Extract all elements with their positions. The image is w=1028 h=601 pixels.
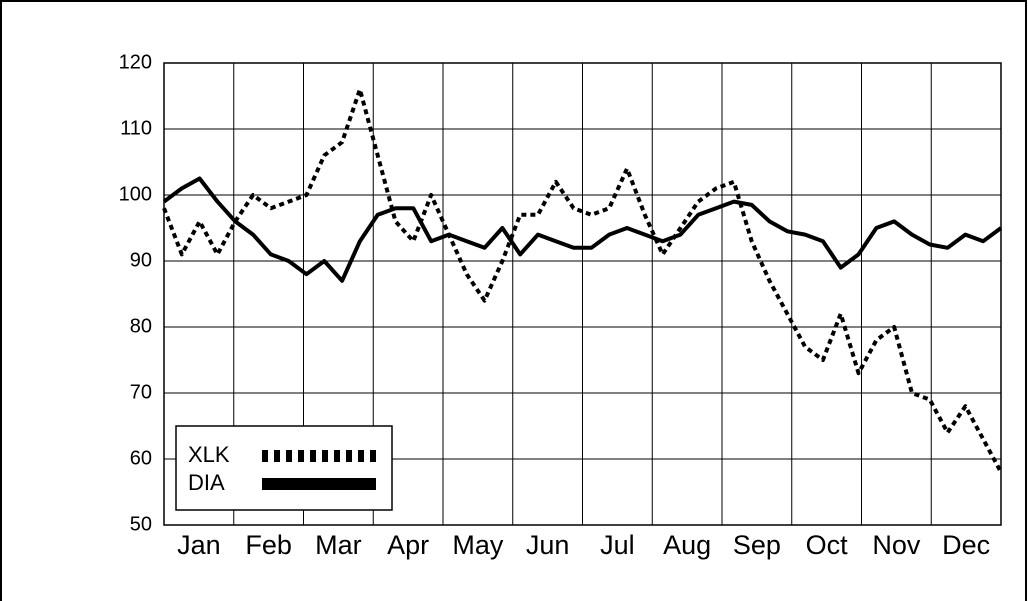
- x-tick-label: Jun: [526, 530, 570, 560]
- x-tick-label: Oct: [806, 530, 849, 560]
- y-tick-label: 90: [130, 249, 152, 271]
- x-tick-label: Jul: [600, 530, 635, 560]
- legend-label: XLK: [188, 442, 230, 467]
- x-tick-label: Dec: [942, 530, 990, 560]
- y-tick-label: 110: [120, 117, 152, 139]
- data-line: [162, 176, 1003, 283]
- y-tick-label: 120: [119, 51, 152, 73]
- x-tick-label: Mar: [315, 530, 362, 560]
- data-line: [162, 87, 1003, 474]
- y-tick-label: 60: [130, 447, 152, 469]
- x-tick-label: Apr: [387, 530, 429, 560]
- x-tick-label: May: [452, 530, 504, 560]
- legend-label: DIA: [188, 470, 225, 495]
- x-tick-label: Sep: [733, 530, 781, 560]
- y-tick-label: 70: [130, 381, 152, 403]
- y-tick-label: 50: [130, 513, 152, 535]
- x-tick-label: Feb: [245, 530, 292, 560]
- x-tick-label: Aug: [663, 530, 711, 560]
- y-tick-label: 100: [119, 183, 152, 205]
- plot-area: [163, 62, 1002, 526]
- x-tick-label: Jan: [177, 530, 221, 560]
- x-tick-label: Nov: [872, 530, 921, 560]
- legend-box: [175, 425, 393, 511]
- y-tick-label: 80: [130, 315, 152, 337]
